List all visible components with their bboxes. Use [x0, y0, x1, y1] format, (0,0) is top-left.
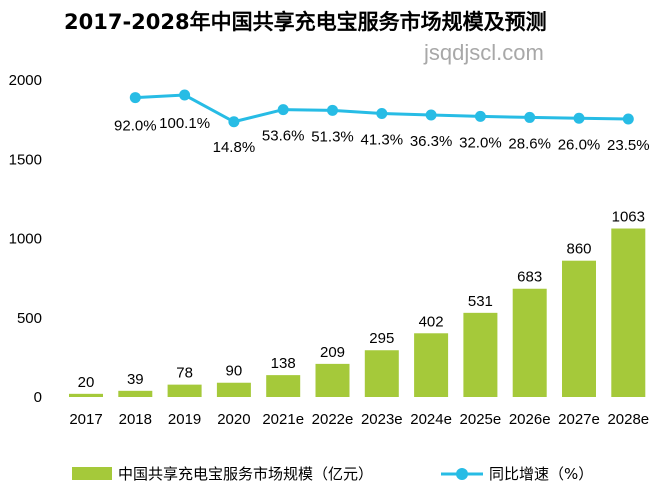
chart-title: 2017-2028年中国共享充电宝服务市场规模及预测: [64, 10, 547, 34]
watermark: jsqdjscl.com: [424, 40, 544, 65]
x-tick-label: 2026e: [509, 411, 551, 428]
bar: [364, 350, 399, 397]
y-tick-label: 500: [17, 310, 42, 327]
bar-value-label: 20: [78, 374, 95, 391]
y-tick-label: 0: [34, 389, 42, 406]
growth-rate-label: 51.3%: [311, 128, 354, 145]
line-series: 92.0% 100.1%14.8% 53.6% 51.3% 41.3% 36.3% 32.0…: [114, 89, 650, 156]
x-tick-label: 2021e: [262, 411, 304, 428]
x-tick-label: 2020: [217, 411, 250, 428]
growth-rate-label: 32.0%: [459, 134, 502, 151]
bar: [216, 382, 251, 397]
growth-rate-point: [425, 109, 437, 121]
y-tick-label: 1000: [9, 231, 42, 248]
x-tick-label: 2028e: [607, 411, 649, 428]
legend-line-label: 同比增速（%）: [489, 465, 593, 483]
growth-rate-label: 36.3%: [410, 133, 453, 150]
growth-rate-label: 53.6%: [262, 128, 305, 145]
bar-value-label: 78: [176, 365, 193, 382]
growth-rate-point: [129, 92, 141, 104]
growth-rate-point: [524, 111, 536, 123]
bar-value-label: 138: [271, 355, 296, 372]
y-tick-label: 1500: [9, 151, 42, 168]
x-tick-label: 2022e: [312, 411, 354, 428]
growth-rate-point: [327, 104, 338, 116]
bar-series: 20 39 78 90 138 209 295 402 531 683 860 1063: [69, 209, 646, 397]
growth-rate-label: 26.0%: [558, 136, 601, 153]
bar-value-label: 531: [468, 293, 493, 310]
growth-rate-label: 23.5%: [607, 137, 650, 154]
growth-rate-point: [622, 113, 634, 125]
bar-value-label: 860: [566, 241, 591, 258]
bar-value-label: 295: [369, 330, 394, 347]
bar: [118, 390, 153, 397]
x-tick-label: 2019: [168, 411, 201, 428]
legend-bar-label: 中国共享充电宝服务市场规模（亿元）: [118, 465, 373, 483]
growth-rate-point: [277, 104, 289, 116]
bar-value-label: 402: [419, 313, 444, 330]
bar: [463, 312, 498, 397]
bar: [414, 333, 449, 397]
x-tick-label: 2017: [69, 411, 102, 428]
growth-rate-label: 14.8%: [213, 139, 256, 156]
bar-value-label: 209: [320, 344, 345, 361]
x-tick-label: 2027e: [558, 411, 600, 428]
bar: [315, 363, 350, 397]
bar: [266, 375, 301, 397]
x-tick-label: 2018: [119, 411, 152, 428]
growth-rate-point: [228, 116, 240, 128]
y-tick-label: 2000: [9, 72, 42, 89]
growth-rate-point: [573, 112, 585, 124]
x-tick-label: 2024e: [410, 411, 452, 428]
bar-value-label: 1063: [612, 209, 645, 226]
growth-rate-label: 100.1%: [159, 115, 210, 132]
growth-rate-label: 41.3%: [361, 131, 404, 148]
legend-bar-swatch: [72, 467, 112, 480]
bar: [69, 393, 103, 397]
growth-rate-point: [474, 110, 486, 122]
y-axis: 0 500 1000 1500 2000: [9, 72, 42, 406]
bar: [167, 384, 202, 397]
growth-rate-point: [179, 89, 191, 101]
bar: [562, 260, 596, 397]
bar-value-label: 90: [226, 363, 243, 380]
legend: 中国共享充电宝服务市场规模（亿元） 同比增速（%）: [72, 465, 593, 483]
growth-rate-point: [376, 107, 388, 119]
x-axis: 2017 2018 2019 2020 2021e 2022e 2023e 2024e 2025…: [69, 411, 649, 428]
legend-line-marker: [456, 468, 468, 480]
bar-value-label: 39: [127, 371, 144, 388]
bar: [512, 288, 547, 397]
growth-rate-label: 28.6%: [508, 135, 551, 152]
x-tick-label: 2023e: [361, 411, 403, 428]
bar: [611, 228, 646, 397]
x-tick-label: 2025e: [460, 411, 502, 428]
growth-rate-label: 92.0%: [114, 118, 157, 135]
bar-value-label: 683: [517, 269, 542, 286]
